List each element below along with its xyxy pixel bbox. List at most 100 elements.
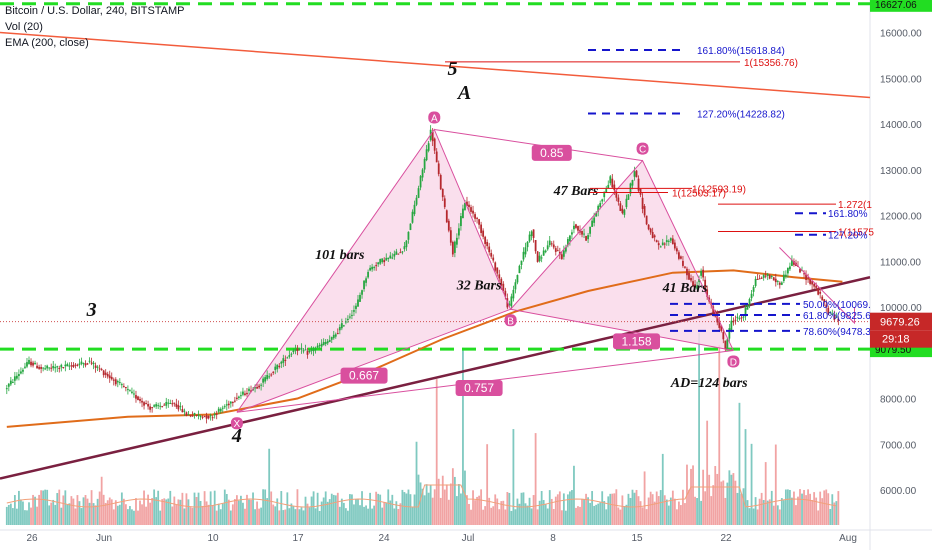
candle-body — [435, 151, 438, 163]
candle-body — [268, 376, 271, 378]
volume-bar — [476, 496, 478, 525]
volume-bar — [189, 507, 192, 525]
harmonic-ratio-label: 0.757 — [464, 381, 494, 395]
candle-body — [595, 212, 598, 217]
candle-body — [587, 235, 589, 240]
volume-bar — [219, 509, 222, 525]
candle-body — [18, 374, 20, 377]
candle-body — [583, 233, 585, 235]
candle-body — [338, 327, 341, 331]
volume-bar — [635, 489, 638, 525]
volume-bar — [197, 492, 200, 525]
volume-bar — [579, 506, 581, 525]
candle-body — [104, 372, 107, 375]
candle-body — [706, 289, 709, 297]
candle-body — [599, 203, 602, 207]
candle-body — [270, 374, 273, 376]
candle-body — [447, 220, 450, 231]
candle-body — [472, 210, 474, 214]
volume-bar — [7, 504, 10, 525]
candle-body — [536, 251, 539, 262]
candle-body — [167, 402, 170, 404]
candle-body — [591, 220, 594, 227]
wave-annotation: 5 — [447, 58, 457, 80]
volume-bar — [332, 494, 335, 525]
volume-bar — [100, 476, 103, 525]
volume-bar — [104, 502, 107, 525]
candle-body — [637, 178, 640, 191]
candle-body — [409, 223, 412, 230]
candle-body — [215, 413, 218, 415]
volume-bar — [706, 420, 709, 525]
candle-body — [340, 323, 343, 329]
candle-body — [756, 278, 759, 280]
price-tick-label: 6000.00 — [880, 486, 917, 497]
candle-body — [734, 319, 737, 321]
volume-bar — [371, 508, 374, 525]
candle-body — [235, 397, 238, 399]
volume-bar — [20, 499, 22, 525]
volume-bar — [673, 498, 676, 525]
volume-bar — [627, 493, 630, 525]
volume-bar — [74, 508, 77, 525]
candle-body — [359, 294, 361, 302]
candle-body — [466, 201, 468, 207]
volume-bar — [72, 498, 75, 525]
volume-bar — [282, 510, 285, 525]
volume-bar — [496, 498, 499, 525]
volume-bar — [231, 504, 234, 525]
candle-body — [28, 359, 30, 365]
candle-body — [770, 276, 773, 278]
candle-body — [15, 375, 18, 379]
volume-bar — [492, 506, 495, 525]
volume-bar — [548, 490, 551, 525]
candle-body — [26, 362, 28, 367]
volume-bar — [542, 500, 545, 525]
candle-body — [353, 310, 355, 312]
price-tick-label: 15000.00 — [880, 74, 922, 85]
upper-trendline — [0, 31, 871, 99]
candle-body — [383, 260, 386, 263]
candle-body — [276, 364, 279, 370]
fib-level-label: 127.20% — [828, 231, 868, 242]
harmonic-ratio-box — [455, 379, 503, 396]
candle-body — [649, 228, 652, 233]
candle-body — [498, 274, 501, 279]
fib-level-label: 1(12593.19) — [692, 184, 746, 195]
candle-body — [657, 243, 660, 246]
candle-body — [601, 199, 604, 202]
candle-body — [752, 287, 755, 292]
volume-bar — [62, 495, 65, 525]
volume-bar — [595, 504, 598, 525]
candle-body — [748, 299, 751, 305]
volume-bar — [795, 505, 797, 525]
volume-bar — [409, 494, 412, 525]
candle-body — [161, 406, 164, 408]
volume-bar — [66, 504, 69, 525]
volume-bar — [571, 490, 573, 525]
candle-body — [231, 401, 234, 403]
legend-title: Bitcoin / U.S. Dollar, 240, BITSTAMP — [5, 5, 185, 17]
volume-bar — [258, 508, 260, 525]
candle-body — [760, 277, 763, 279]
candle-body — [217, 408, 220, 412]
volume-bar — [286, 492, 289, 525]
volume-bar — [141, 504, 143, 525]
volume-bar — [643, 471, 646, 525]
volume-bar — [708, 474, 711, 525]
volume-bar — [276, 498, 279, 525]
volume-bar — [667, 505, 670, 525]
volume-bar — [227, 499, 230, 525]
harmonic-bd-line — [510, 308, 734, 351]
candle-body — [673, 242, 676, 249]
volume-bar — [401, 489, 404, 525]
volume-bar — [314, 508, 317, 525]
candle-body — [671, 238, 674, 245]
volume-bar — [560, 510, 563, 525]
volume-bar — [108, 497, 111, 525]
candle-body — [365, 278, 367, 283]
volume-bar — [5, 506, 8, 525]
fib-level-label: 61.80%(9825.6 — [803, 311, 871, 322]
candle-body — [611, 178, 614, 188]
